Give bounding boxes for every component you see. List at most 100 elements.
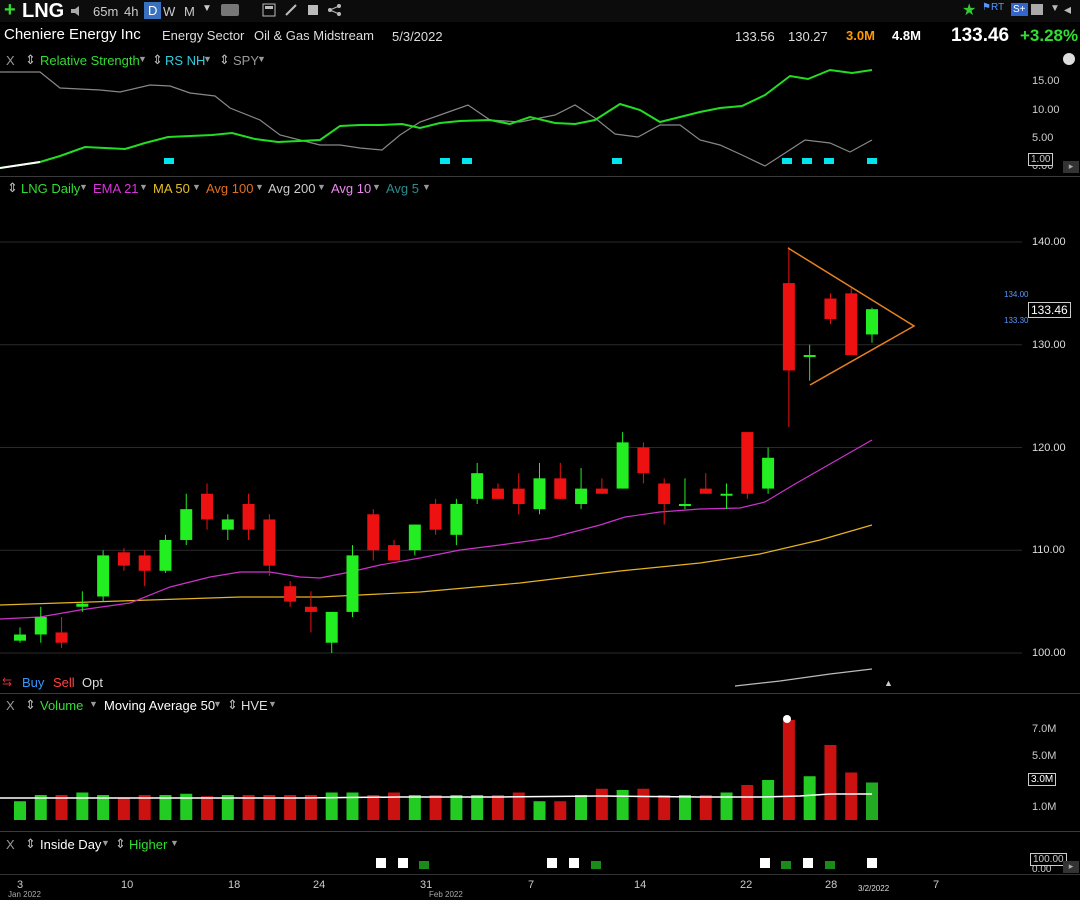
x-axis: 3 10 18 24 31 7 14 22 28 7 Jan 2022 Feb … [0,874,1080,900]
hve-dropdown-icon[interactable]: ▼ [268,699,277,709]
share-icon[interactable] [327,3,343,17]
buy-button[interactable]: Buy [22,675,45,690]
collapse-icon[interactable]: ◂ [1064,1,1072,17]
x-tick: 28 [825,879,838,891]
volume-bar [782,720,795,820]
last-price: 133.46 [951,25,1010,46]
sell-button[interactable]: Sell [53,675,75,690]
spy-reorder-icon[interactable]: ⇕ [219,52,230,67]
volume-bar [408,795,421,820]
palette-icon[interactable] [1063,53,1075,65]
tc-icon[interactable] [221,4,239,16]
rs-scroll-right-icon[interactable]: ▸ [1063,161,1079,173]
candle-body [575,488,588,505]
study-dropdown-icon[interactable]: ▼ [422,182,431,192]
study-avg200[interactable]: Avg 200 [268,181,316,196]
candle-body [491,488,504,499]
sector-label[interactable]: Energy Sector [162,28,245,43]
industry-label[interactable]: Oil & Gas Midstream [254,28,374,43]
candle-body [658,483,671,505]
interval-65m[interactable]: 65m [93,4,119,19]
study-ema21[interactable]: EMA 21 [93,181,139,196]
inside-day-marker [547,858,557,868]
inside-reorder-icon[interactable]: ⇕ [25,836,36,851]
date-label: 5/3/2022 [392,29,443,44]
inside-day-label[interactable]: Inside Day [40,837,102,852]
volume-flag: 3.0M [1028,773,1057,786]
buy-sell-icon[interactable]: ⇆ [2,675,13,689]
candle-body [138,555,151,571]
x-tick: 22 [740,879,753,891]
study-avg10[interactable]: Avg 10 [331,181,372,196]
rsnh-label[interactable]: RS NH [165,53,206,68]
interval-d[interactable]: D [144,2,162,19]
interval-4h[interactable]: 4h [124,4,139,19]
study-avg5[interactable]: Avg 5 [386,181,420,196]
symbol-field[interactable]: LNG [22,0,65,22]
study-dropdown-icon[interactable]: ▼ [192,182,201,192]
rs-close-button[interactable]: X [6,53,15,68]
higher-reorder-icon[interactable]: ⇕ [115,836,126,851]
rs-reorder-icon[interactable]: ⇕ [25,52,36,67]
price-dropdown-icon[interactable]: ▼ [79,182,88,192]
study-avg100[interactable]: Avg 100 [206,181,254,196]
price-symbol-label[interactable]: LNG Daily [21,181,81,196]
volume-ma-dropdown-icon[interactable]: ▼ [213,699,222,709]
calculator-icon[interactable] [262,3,276,17]
price-chart[interactable] [0,195,1080,695]
volume-dropdown-icon[interactable]: ▼ [89,699,98,709]
collapse-up-icon[interactable]: ▲ [884,678,893,688]
spy-label[interactable]: SPY [233,53,260,68]
price-reorder-icon[interactable]: ⇕ [7,180,18,195]
opt-button[interactable]: Opt [82,675,103,690]
volume-ma-label[interactable]: Moving Average 50 [104,698,216,713]
volume-bar [304,795,317,820]
spy-dropdown-icon[interactable]: ▼ [257,54,266,64]
rs-nh-reorder-icon[interactable]: ⇕ [152,52,163,67]
notes-icon[interactable] [306,3,320,17]
rs-panel-header: X ⇕ Relative Strength ▼ ⇕ RS NH ▼ ⇕ SPY … [0,52,1080,69]
study-dropdown-icon[interactable]: ▼ [372,182,381,192]
volume-bar [803,776,816,820]
interval-w[interactable]: W [163,4,176,19]
volume-label[interactable]: Volume [40,698,84,713]
s-plus-icon[interactable]: S+ [1011,3,1028,16]
menu-down-icon[interactable]: ▼ [1050,3,1060,14]
study-ma50[interactable]: MA 50 [153,181,190,196]
study-dropdown-icon[interactable]: ▼ [255,182,264,192]
interval-dropdown-icon[interactable]: ▼ [202,3,212,14]
volume-bar [616,790,629,820]
inside-dropdown-icon[interactable]: ▼ [101,838,110,848]
candle-body [450,504,463,535]
rs-dropdown-icon[interactable]: ▼ [138,54,147,64]
add-symbol-icon[interactable]: + [4,0,16,21]
interval-m[interactable]: M [184,4,195,19]
star-icon[interactable]: ★ [962,2,977,19]
candle-body [762,457,775,489]
draw-icon[interactable] [284,3,298,17]
rt-icon[interactable]: ⚑RT [982,2,1005,13]
rsnh-dropdown-icon[interactable]: ▼ [203,54,212,64]
higher-marker [781,861,791,869]
speaker-icon[interactable] [70,5,84,17]
rs-label[interactable]: Relative Strength [40,53,140,68]
higher-dropdown-icon[interactable]: ▼ [170,838,179,848]
inside-scroll-right-icon[interactable]: ▸ [1063,861,1079,873]
higher-label[interactable]: Higher [129,837,168,852]
study-dropdown-icon[interactable]: ▼ [139,182,148,192]
price-axis-130: 130.00 [1032,339,1066,351]
inside-day-marker [376,858,386,868]
volume-bar [741,785,754,820]
study-dropdown-icon[interactable]: ▼ [317,182,326,192]
volume-bar [575,795,588,820]
inside-close-button[interactable]: X [6,837,15,852]
hve-label[interactable]: HVE [241,698,268,713]
volume-ma-line [0,793,872,799]
spy-line [0,71,873,167]
candle-body [221,519,234,530]
print-icon[interactable] [1031,4,1043,15]
volume-reorder-icon[interactable]: ⇕ [25,697,36,712]
candle-body [866,309,878,335]
volume-close-button[interactable]: X [6,698,15,713]
hve-reorder-icon[interactable]: ⇕ [227,697,238,712]
